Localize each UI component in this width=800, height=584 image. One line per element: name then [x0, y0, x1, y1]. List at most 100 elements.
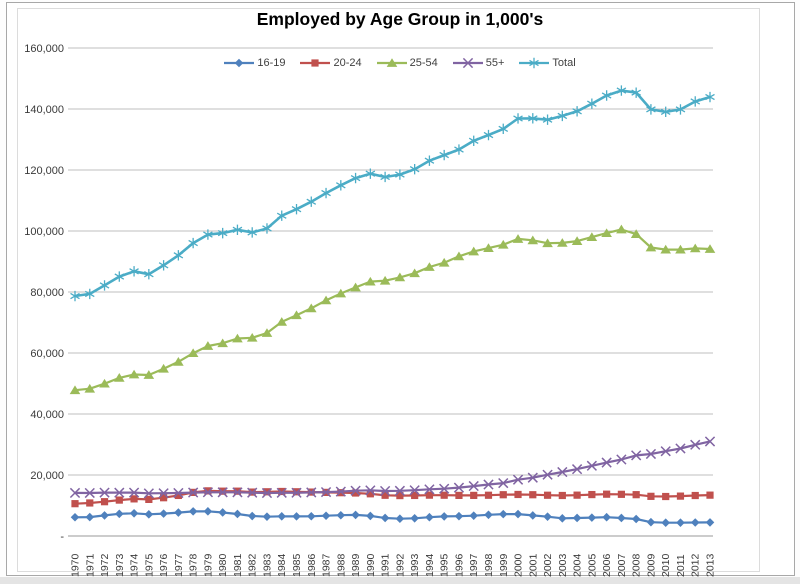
marker-asterisk	[350, 172, 361, 184]
x-axis-tick-label: 1980	[217, 553, 229, 577]
marker-diamond	[469, 511, 479, 520]
x-axis-tick-label: 1972	[99, 553, 111, 577]
marker-asterisk	[217, 227, 228, 239]
marker-triangle	[675, 244, 686, 254]
marker-square	[233, 487, 242, 495]
marker-diamond	[144, 510, 154, 519]
marker-asterisk	[321, 187, 331, 199]
marker-diamond	[513, 509, 523, 519]
marker-x	[660, 446, 671, 457]
marker-x	[114, 487, 125, 498]
marker-square	[145, 495, 153, 503]
y-axis-tick-label: 160,000	[24, 43, 64, 55]
marker-square	[130, 495, 138, 503]
marker-asterisk	[395, 169, 405, 180]
marker-asterisk	[468, 135, 479, 147]
x-axis-tick-label: 2011	[675, 554, 687, 577]
marker-asterisk	[262, 223, 272, 234]
marker-triangle	[217, 338, 228, 348]
marker-asterisk	[409, 164, 420, 175]
marker-asterisk	[557, 110, 568, 122]
marker-square	[311, 59, 320, 67]
marker-square	[351, 489, 360, 497]
marker-diamond	[247, 511, 257, 521]
marker-diamond	[203, 507, 213, 516]
marker-diamond	[631, 514, 641, 524]
marker-square	[86, 499, 94, 507]
x-axis-tick-label: 1986	[306, 553, 318, 577]
marker-diamond	[602, 512, 611, 522]
marker-diamond	[85, 512, 95, 522]
x-axis-tick-label: 1989	[350, 553, 362, 577]
marker-asterisk	[335, 180, 346, 191]
marker-diamond	[661, 518, 670, 527]
marker-x	[462, 57, 473, 69]
marker-diamond	[115, 509, 124, 519]
marker-triangle	[246, 332, 258, 342]
marker-x	[631, 450, 642, 461]
marker-asterisk	[705, 91, 715, 103]
marker-diamond	[543, 512, 552, 521]
marker-x	[276, 487, 287, 498]
marker-asterisk	[232, 224, 243, 235]
marker-triangle	[202, 341, 214, 350]
x-axis-tick-label: 1983	[261, 553, 273, 577]
marker-asterisk	[70, 290, 80, 302]
marker-x	[365, 485, 376, 496]
marker-x	[439, 483, 450, 494]
y-axis-tick-label: 60,000	[30, 348, 64, 360]
marker-triangle	[69, 385, 81, 395]
y-axis-tick-label: 40,000	[30, 409, 64, 421]
marker-asterisk	[129, 266, 139, 277]
marker-x	[453, 482, 465, 493]
marker-diamond	[336, 510, 346, 520]
marker-asterisk	[380, 171, 390, 183]
x-axis-tick-label: 2002	[542, 553, 554, 577]
x-axis-tick-label: 2003	[557, 553, 569, 577]
marker-triangle	[99, 378, 110, 388]
marker-triangle	[689, 243, 701, 253]
x-axis-tick-label: 1985	[291, 553, 303, 577]
x-axis-tick-label: 1974	[129, 553, 141, 577]
marker-diamond	[380, 513, 390, 523]
marker-square	[219, 487, 227, 495]
marker-asterisk	[616, 85, 627, 96]
marker-x	[586, 460, 597, 471]
marker-square	[662, 492, 670, 501]
marker-x	[483, 479, 494, 490]
marker-square	[603, 490, 611, 498]
marker-triangle	[571, 236, 583, 245]
marker-triangle	[365, 276, 376, 286]
marker-x	[335, 486, 346, 497]
marker-x	[468, 480, 479, 492]
marker-triangle	[645, 242, 657, 252]
legend-marker-25-54-icon	[376, 58, 407, 67]
marker-square	[455, 491, 463, 500]
marker-x	[158, 488, 169, 499]
marker-triangle	[173, 357, 184, 366]
marker-asterisk	[587, 98, 597, 109]
x-axis-tick-label: 1981	[232, 553, 244, 577]
marker-triangle	[84, 383, 96, 393]
marker-asterisk	[601, 90, 612, 101]
legend-item-total[interactable]: Total	[519, 57, 576, 69]
legend-item-16-19[interactable]: 16-19	[224, 57, 285, 69]
marker-asterisk	[660, 106, 671, 118]
legend-marker-16-19-icon	[224, 58, 255, 68]
marker-triangle	[305, 303, 317, 313]
legend-item-25-54[interactable]: 25-54	[376, 57, 438, 69]
x-axis-tick-label: 2004	[572, 553, 584, 577]
marker-diamond	[218, 508, 227, 517]
marker-triangle	[630, 229, 642, 238]
y-axis-tick-label: 140,000	[24, 104, 64, 116]
legend-item-55plus[interactable]: 55+	[452, 57, 504, 69]
marker-square	[470, 491, 478, 499]
marker-x	[704, 436, 716, 447]
marker-x	[542, 469, 553, 480]
x-axis-tick-label: 1992	[394, 553, 406, 577]
marker-square	[381, 491, 389, 499]
legend-item-20-24[interactable]: 20-24	[300, 57, 362, 69]
marker-square	[71, 500, 79, 508]
marker-square	[691, 491, 699, 500]
marker-triangle	[320, 295, 332, 305]
